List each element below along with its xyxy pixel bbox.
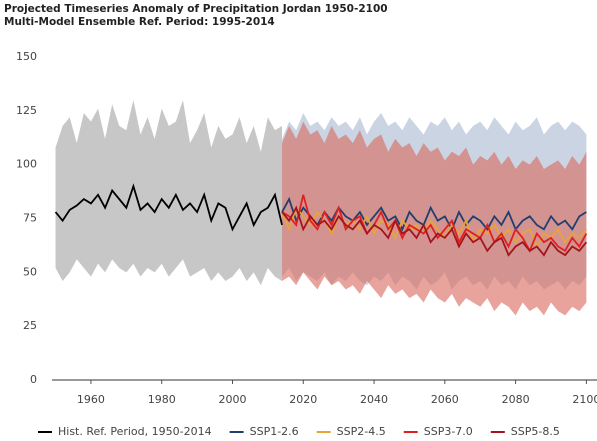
range-band [282,121,587,316]
legend-label: SSP2-4.5 [337,425,386,438]
y-tick-label: 50 [23,265,37,278]
x-tick-label: 2060 [431,393,459,406]
series-line [281,196,587,232]
y-tick-label: 0 [30,373,37,386]
y-tick-label: 125 [16,104,37,117]
x-tick-label: 2040 [360,393,388,406]
series-line [281,205,588,257]
x-tick-label: 2000 [218,393,246,406]
legend-label: SSP3-7.0 [424,425,473,438]
y-tick-label: 100 [16,158,37,171]
chart-subtitle: Multi-Model Ensemble Ref. Period: 1995-2… [4,16,275,28]
series-line [281,205,588,249]
y-tick-label: 75 [23,212,37,225]
range-band [55,100,283,286]
legend-label: SSP5-8.5 [511,425,560,438]
legend-label: SSP1-2.6 [250,425,299,438]
x-tick-label: 2080 [502,393,530,406]
x-tick-label: 1960 [77,393,105,406]
y-tick-label: 25 [23,319,37,332]
legend-label: Hist. Ref. Period, 1950-2014 [58,425,212,438]
x-tick-label: 2100 [572,393,597,406]
series-line [54,183,283,232]
x-tick-label: 2020 [289,393,317,406]
series-line [281,194,588,253]
y-tick-label: 150 [16,50,37,63]
chart-title: Projected Timeseries Anomaly of Precipit… [4,3,388,15]
x-tick-label: 1980 [148,393,176,406]
